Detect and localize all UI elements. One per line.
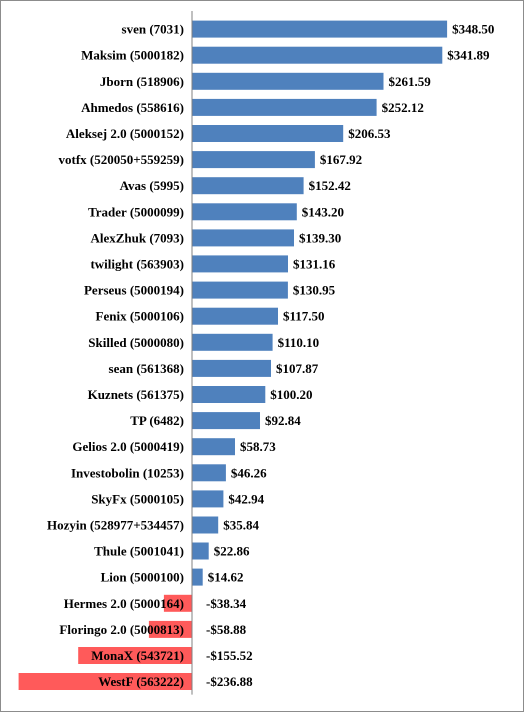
value-label: -$58.88	[206, 622, 247, 637]
value-label: $261.59	[389, 74, 432, 89]
category-label: Thule (5001041)	[94, 544, 184, 559]
value-label: $22.86	[214, 544, 250, 559]
value-label: $348.50	[452, 22, 494, 37]
value-label: $35.84	[223, 518, 259, 533]
category-label: Gelios 2.0 (5000419)	[72, 439, 184, 454]
bar	[192, 151, 315, 169]
bar	[192, 203, 297, 221]
bar	[192, 46, 443, 64]
category-label: Trader (5000099)	[88, 204, 184, 219]
bars-layer	[18, 20, 448, 690]
value-label: $46.26	[231, 465, 267, 480]
value-label: $139.30	[299, 230, 341, 245]
category-label: sven (7031)	[122, 22, 184, 37]
bar	[192, 333, 273, 351]
category-label: Investobolin (10253)	[71, 465, 184, 480]
bar	[192, 229, 294, 247]
category-label: AlexZhuk (7093)	[90, 230, 184, 245]
bar	[192, 386, 266, 403]
value-label: $107.87	[276, 361, 319, 376]
value-label: $341.89	[447, 48, 490, 63]
category-label: Ahmedos (558616)	[81, 100, 184, 115]
bar	[192, 438, 235, 456]
value-label: $58.73	[240, 439, 276, 454]
category-label: sean (561368)	[109, 361, 184, 376]
category-label: Fenix (5000106)	[96, 309, 184, 324]
bar	[192, 281, 288, 299]
bar	[192, 464, 226, 482]
value-label: $206.53	[348, 126, 391, 141]
bar	[18, 673, 192, 690]
value-label: -$155.52	[206, 648, 253, 663]
category-label: Skilled (5000080)	[88, 335, 184, 350]
category-label: Kuznets (561375)	[88, 387, 184, 402]
value-label: $110.10	[278, 335, 320, 350]
value-label: $152.42	[309, 178, 351, 193]
bar	[192, 72, 384, 90]
bar	[192, 490, 224, 508]
category-label: SkyFx (5000105)	[91, 491, 184, 506]
bar	[192, 307, 278, 325]
value-label: $100.20	[270, 387, 312, 402]
value-label: $42.94	[228, 491, 264, 506]
value-label: $14.62	[208, 570, 244, 585]
value-label: $252.12	[382, 100, 424, 115]
value-label: $117.50	[283, 309, 325, 324]
bar	[192, 125, 344, 142]
value-label: $92.84	[265, 413, 301, 428]
category-label: Floringo 2.0 (5000813)	[59, 622, 184, 637]
bar	[192, 412, 260, 430]
value-label: $167.92	[320, 152, 362, 167]
category-label: Perseus (5000194)	[84, 283, 184, 298]
bar	[192, 568, 203, 586]
category-label: TP (6482)	[130, 413, 184, 428]
category-label: Maksim (5000182)	[81, 48, 184, 63]
category-label: MonaX (543721)	[91, 648, 184, 663]
category-label: Avas (5995)	[120, 178, 184, 193]
category-label: Aleksej 2.0 (5000152)	[66, 126, 184, 141]
value-label: $131.16	[293, 256, 336, 271]
bar	[163, 594, 192, 612]
bar	[148, 620, 192, 638]
bar	[192, 98, 377, 116]
bar	[192, 177, 304, 195]
category-label: Hermes 2.0 (5000164)	[64, 596, 184, 611]
value-label: $143.20	[302, 204, 344, 219]
category-label: Hozyin (528977+534457)	[47, 518, 184, 533]
category-labels: sven (7031) Maksim (5000182) Jborn (518906…	[47, 22, 184, 690]
value-label: $130.95	[293, 283, 336, 298]
bar	[192, 255, 288, 273]
category-label: votfx (520050+559259)	[59, 152, 184, 167]
category-label: WestF (563222)	[98, 674, 184, 689]
value-labels: $348.50 $341.89 $261.59 $252.12 $206.53 $167.…	[206, 22, 494, 690]
category-label: Lion (5000100)	[101, 570, 184, 585]
bar	[192, 542, 209, 560]
bar	[192, 359, 271, 377]
category-label: twilight (563903)	[90, 256, 184, 271]
bar	[192, 20, 448, 38]
bar	[192, 516, 219, 534]
bar	[78, 647, 192, 664]
category-label: Jborn (518906)	[100, 74, 184, 89]
value-label: -$236.88	[206, 674, 253, 689]
value-label: -$38.34	[206, 596, 247, 611]
